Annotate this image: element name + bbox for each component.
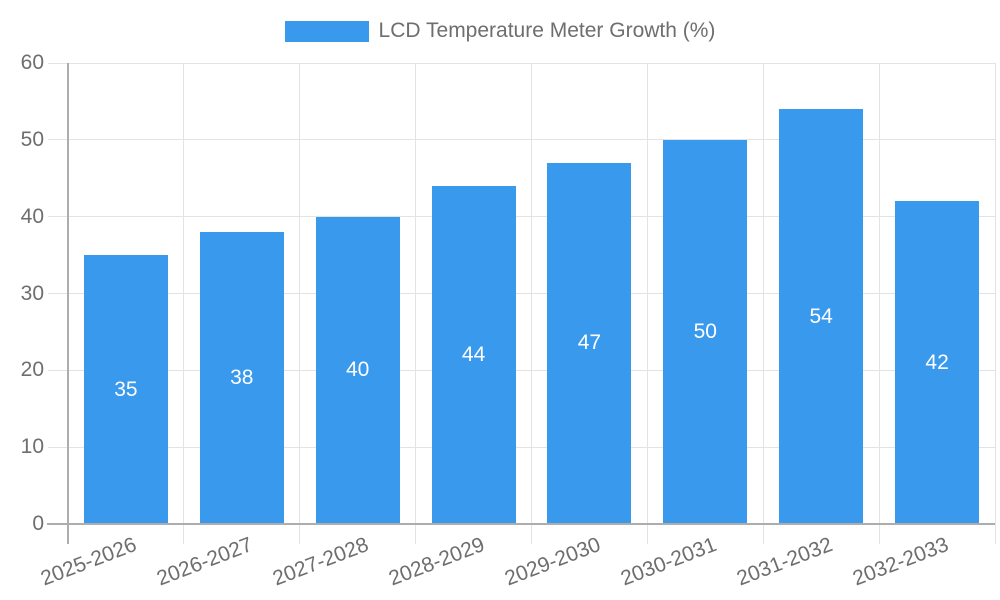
vertical-gridline xyxy=(415,63,417,544)
vertical-gridline xyxy=(299,63,301,544)
bar-value-label: 42 xyxy=(925,350,949,374)
bar-2030-2031[interactable]: 50 xyxy=(663,139,748,524)
y-axis-tick-label: 10 xyxy=(20,435,44,459)
bar-value-label: 44 xyxy=(461,342,486,366)
vertical-gridline xyxy=(878,63,880,544)
y-axis-tick-label: 60 xyxy=(20,51,44,74)
bar-2026-2027[interactable]: 38 xyxy=(199,232,284,524)
y-axis-tick-label: 40 xyxy=(20,204,44,228)
x-axis-tick-label: 2029-2030 xyxy=(501,533,604,591)
legend-swatch xyxy=(284,20,369,42)
y-axis-tick-label: 20 xyxy=(20,358,44,382)
y-axis-tick-label: 50 xyxy=(20,127,44,151)
x-axis-tick-label: 2031-2032 xyxy=(733,533,836,591)
x-axis-tick-label: 2028-2029 xyxy=(385,533,488,591)
x-axis-tick-label: 2025-2026 xyxy=(38,533,141,591)
y-axis-line xyxy=(67,63,69,544)
bar-value-label: 47 xyxy=(577,331,602,355)
bar-value-label: 35 xyxy=(114,377,138,401)
vertical-gridline xyxy=(183,63,185,544)
bar-2031-2032[interactable]: 54 xyxy=(779,109,864,524)
x-axis-tick-label: 2030-2031 xyxy=(617,533,720,591)
horizontal-gridline xyxy=(48,293,995,294)
x-axis-tick-label: 2027-2028 xyxy=(269,533,372,591)
horizontal-gridline xyxy=(48,216,995,218)
bar-2029-2030[interactable]: 47 xyxy=(547,162,632,524)
vertical-gridline xyxy=(531,63,532,544)
bar-2032-2033[interactable]: 42 xyxy=(895,201,980,524)
bar-value-label: 40 xyxy=(346,358,370,382)
y-axis-tick-label: 30 xyxy=(20,281,44,305)
horizontal-gridline xyxy=(48,62,995,64)
horizontal-gridline xyxy=(48,139,995,141)
bar-value-label: 54 xyxy=(809,304,833,328)
legend-label: LCD Temperature Meter Growth (%) xyxy=(378,19,716,42)
vertical-gridline xyxy=(994,63,996,544)
vertical-gridline xyxy=(646,63,648,544)
vertical-gridline xyxy=(762,63,764,544)
horizontal-gridline xyxy=(48,446,995,448)
x-axis-tick-label: 2032-2033 xyxy=(849,533,952,591)
bar-2025-2026[interactable]: 35 xyxy=(83,255,168,524)
x-axis-line xyxy=(47,523,995,525)
x-axis-tick-label: 2026-2027 xyxy=(154,533,257,591)
bar-value-label: 50 xyxy=(693,319,717,343)
horizontal-gridline xyxy=(48,369,995,371)
bar-2027-2028[interactable]: 40 xyxy=(315,216,400,524)
y-axis-tick-label: 0 xyxy=(32,512,44,535)
bar-value-label: 38 xyxy=(230,366,254,389)
legend[interactable]: LCD Temperature Meter Growth (%) xyxy=(0,16,1000,46)
bar-2028-2029[interactable]: 44 xyxy=(431,185,516,524)
